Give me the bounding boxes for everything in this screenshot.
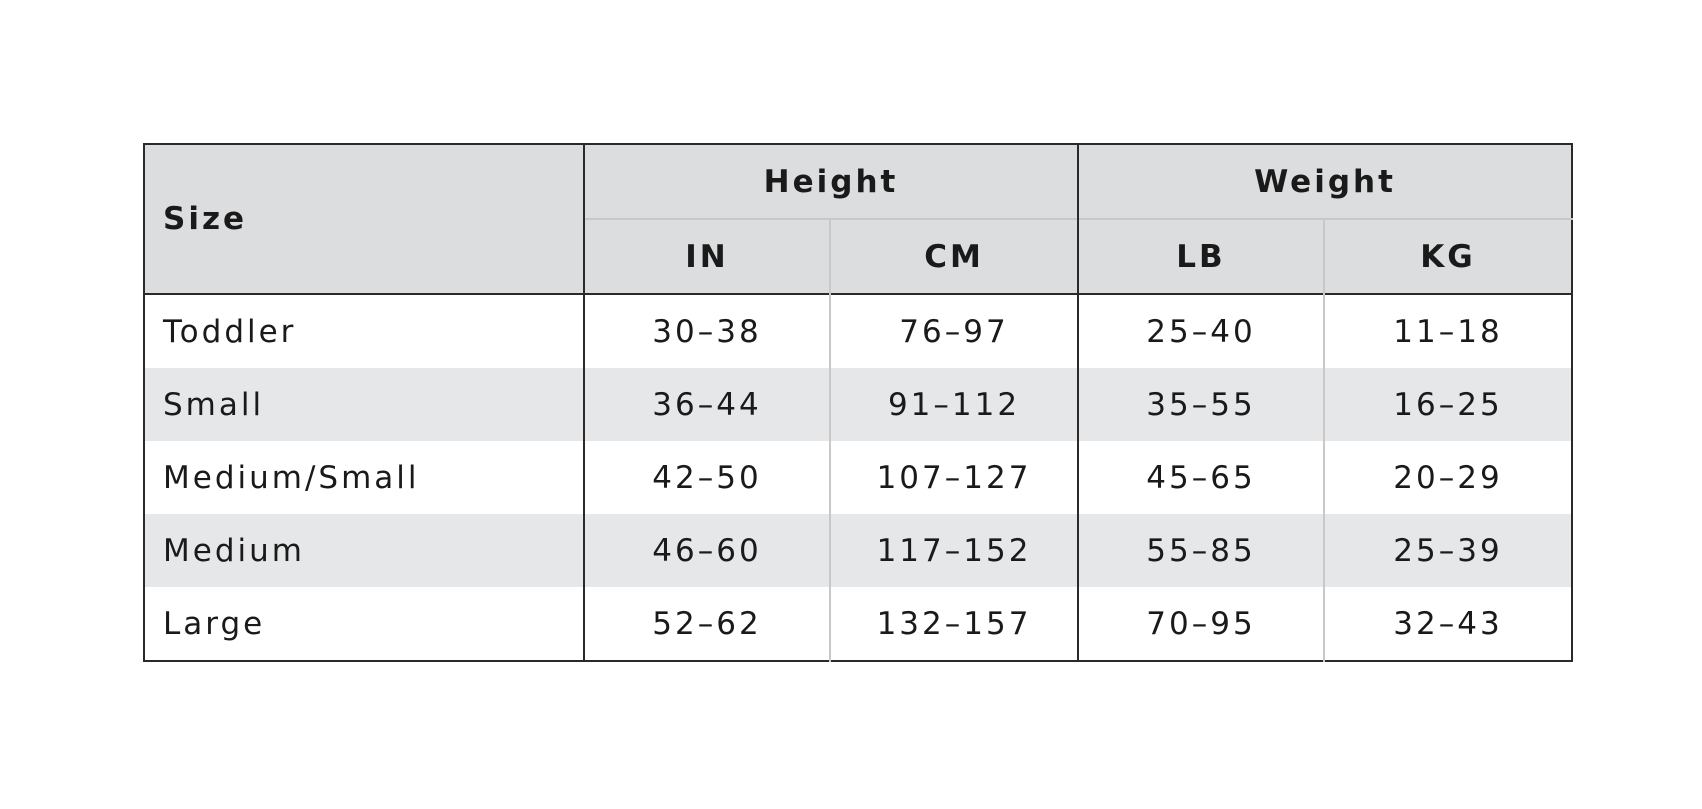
table-row: Large 52–62 132–157 70–95 32–43 xyxy=(144,587,1573,661)
size-table: Size Height Weight IN CM LB KG Toddler 30… xyxy=(143,143,1574,662)
header-unit: CM xyxy=(829,218,1078,294)
range-cell: 35–55 xyxy=(1077,368,1324,441)
range-cell: 25–39 xyxy=(1322,514,1573,587)
range-cell: 91–112 xyxy=(829,368,1078,441)
range-cell: 70–95 xyxy=(1077,587,1324,661)
header-group: Height xyxy=(583,144,1078,219)
range-cell: 30–38 xyxy=(583,293,830,368)
range-cell: 20–29 xyxy=(1322,441,1573,514)
table-row: Medium 46–60 117–152 55–85 25–39 xyxy=(144,514,1573,587)
range-cell: 36–44 xyxy=(583,368,830,441)
range-cell: 107–127 xyxy=(829,441,1078,514)
range-cell: 45–65 xyxy=(1077,441,1324,514)
table-row: Toddler 30–38 76–97 25–40 11–18 xyxy=(144,293,1573,368)
range-cell: 46–60 xyxy=(583,514,830,587)
range-cell: 132–157 xyxy=(829,587,1078,661)
size-cell: Small xyxy=(144,368,584,441)
header-unit: LB xyxy=(1077,218,1324,294)
table-body: Toddler 30–38 76–97 25–40 11–18 Small 36–44 91–… xyxy=(144,293,1573,661)
range-cell: 52–62 xyxy=(583,587,830,661)
size-cell: Medium xyxy=(144,514,584,587)
range-cell: 42–50 xyxy=(583,441,830,514)
range-cell: 55–85 xyxy=(1077,514,1324,587)
range-cell: 11–18 xyxy=(1322,293,1573,368)
range-cell: 32–43 xyxy=(1322,587,1573,661)
table-row: Small 36–44 91–112 35–55 16–25 xyxy=(144,368,1573,441)
size-cell: Medium/Small xyxy=(163,459,420,496)
range-cell: 117–152 xyxy=(829,514,1078,587)
header-unit: KG xyxy=(1322,218,1573,294)
size-cell: Toddler xyxy=(144,293,584,368)
size-cell: Large xyxy=(163,605,266,642)
range-cell: 25–40 xyxy=(1077,293,1324,368)
header-group: Weight xyxy=(1076,144,1573,219)
range-cell: 16–25 xyxy=(1322,368,1573,441)
header-size: Size xyxy=(144,144,584,294)
table-row: Medium/Small 42–50 107–127 45–65 20–29 xyxy=(144,441,1573,514)
range-cell: 76–97 xyxy=(829,293,1078,368)
header-unit: IN xyxy=(583,218,830,294)
